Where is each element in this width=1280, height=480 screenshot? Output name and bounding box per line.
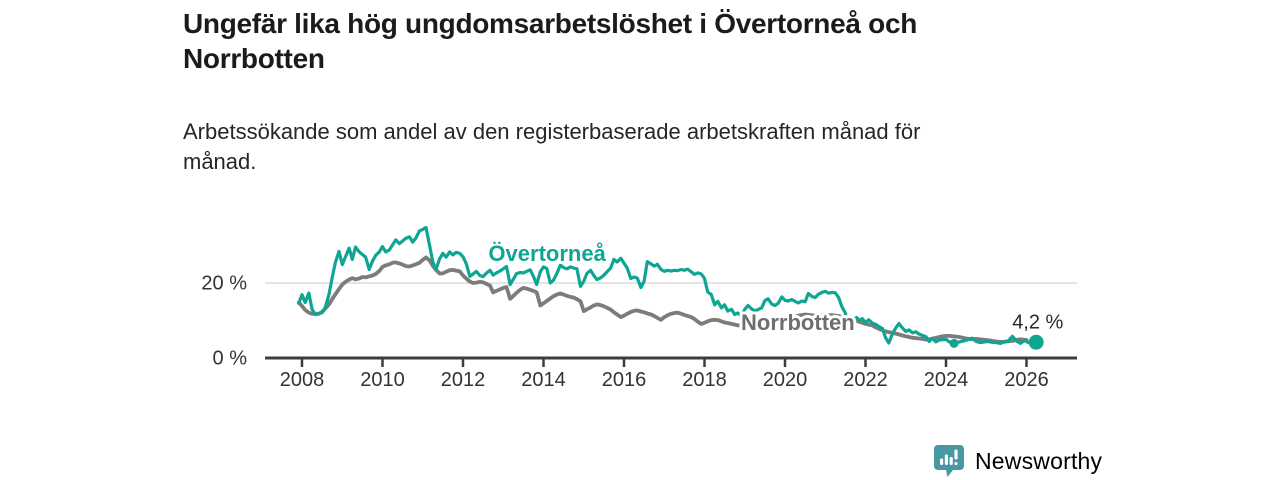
x-tick-label: 2024 (924, 369, 969, 391)
newsworthy-logo-icon (934, 445, 964, 477)
newsworthy-logo-text: Newsworthy (975, 447, 1103, 474)
x-tick-label: 2008 (280, 369, 325, 391)
x-tick-label: 2022 (843, 369, 888, 391)
marker-dot-Övertorneå (949, 338, 959, 348)
series-label-Övertorneå: Övertorneå (488, 241, 606, 266)
x-tick-label: 2016 (602, 369, 647, 391)
page-title-line-1: Ungefär lika hög ungdomsarbetslöshet i Ö… (183, 8, 918, 39)
chart-subtitle-line-2: månad. (183, 149, 257, 174)
newsworthy-logo: Newsworthy (933, 444, 1102, 478)
chart-subtitle-line-1: Arbetssökande som andel av den registerb… (183, 119, 921, 144)
page-title: Ungefär lika hög ungdomsarbetslöshet i Ö… (183, 6, 917, 76)
chart-subtitle: Arbetssökande som andel av den registerb… (183, 117, 920, 177)
x-tick-label: 2018 (682, 369, 727, 391)
page-title-line-2: Norrbotten (183, 43, 325, 74)
series-line-Norrbotten (296, 255, 1029, 344)
x-tick-label: 2020 (763, 369, 808, 391)
x-tick-label: 2010 (360, 369, 405, 391)
series-line-Övertorneå (297, 225, 1038, 345)
y-tick-label: 20 % (201, 273, 247, 295)
series-label-Norrbotten: Norrbotten (741, 310, 855, 335)
y-tick-label: 0 % (213, 348, 248, 370)
x-tick-label: 2026 (1004, 369, 1049, 391)
x-tick-label: 2012 (441, 369, 486, 391)
end-value-label: 4,2 % (1012, 311, 1063, 333)
marker-dot-Övertorneå (1028, 334, 1044, 350)
x-tick-label: 2014 (521, 369, 566, 391)
